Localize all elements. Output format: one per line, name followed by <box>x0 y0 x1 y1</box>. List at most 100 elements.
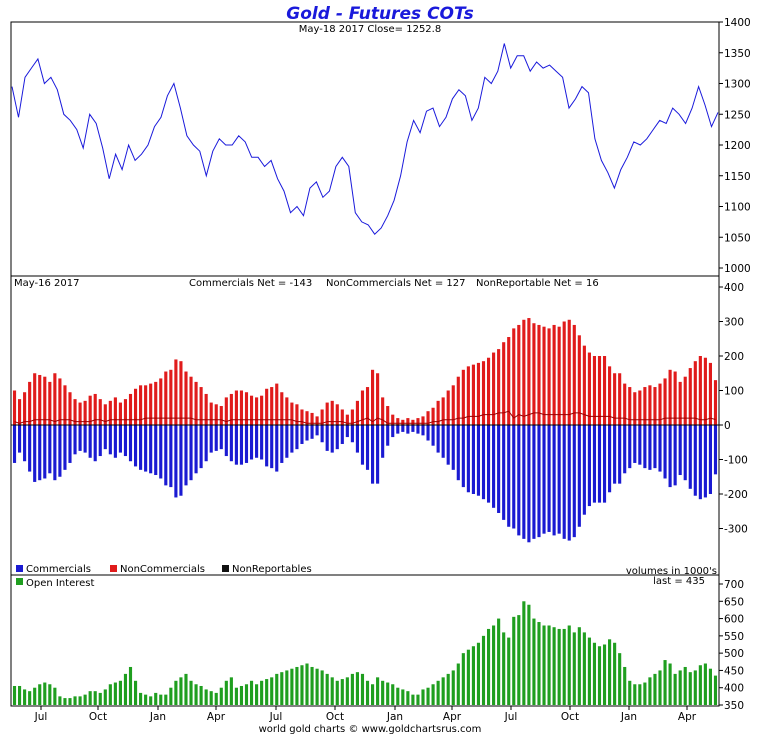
commercials-bar <box>376 425 380 484</box>
commercials-bar <box>12 425 17 463</box>
open-interest-bar <box>592 642 597 705</box>
open-interest-bar <box>360 673 365 705</box>
noncommercials-bar <box>396 418 400 425</box>
commercials-bar <box>426 425 430 441</box>
noncommercials-bar <box>128 393 133 425</box>
noncommercials-bar <box>623 383 627 425</box>
footer-credit: world gold charts © www.goldchartsrus.co… <box>259 724 482 735</box>
open-interest-bar <box>28 691 32 705</box>
open-interest-bar <box>335 680 339 705</box>
open-interest-bar <box>184 673 188 705</box>
noncommercials-bar <box>613 373 617 425</box>
open-interest-bar <box>305 663 309 705</box>
commercials-bar <box>502 425 506 520</box>
open-interest-bar <box>73 696 77 705</box>
noncommercials-bar <box>658 383 662 425</box>
commercials-bar <box>537 425 541 538</box>
open-interest-bar <box>597 646 602 705</box>
open-interest-bar <box>290 668 294 705</box>
open-interest-bar <box>547 625 551 705</box>
open-interest-bar <box>431 684 435 705</box>
y-tick-label: 500 <box>724 648 744 660</box>
noncommercials-bar <box>123 399 128 426</box>
noncommercials-bar <box>638 390 642 425</box>
commercials-bar <box>350 425 354 443</box>
noncommercials-bar <box>209 402 213 425</box>
commercials-bar <box>688 425 692 489</box>
open-interest-bar <box>497 618 501 705</box>
commercials-bar <box>63 425 67 470</box>
commercials-bar <box>406 425 410 434</box>
x-tick-label: Jan <box>149 711 166 723</box>
open-interest-bar <box>320 670 324 705</box>
commercials-bar <box>577 425 581 527</box>
commercials-bar <box>638 425 642 465</box>
noncommercials-bar <box>184 371 188 425</box>
commercials-bar <box>658 425 662 472</box>
open-interest-bar <box>78 696 82 705</box>
open-interest-bar <box>38 684 42 705</box>
commercials-bar <box>239 425 244 465</box>
commercials-bar <box>678 425 682 476</box>
commercials-bar <box>481 425 486 500</box>
open-interest-bar <box>623 666 627 705</box>
x-tick-label: Oct <box>561 711 579 723</box>
legend-nonreportables-label: NonReportables <box>232 564 312 575</box>
commercials-bar <box>360 425 365 465</box>
open-interest-bar <box>310 666 314 705</box>
commercials-bar <box>608 425 612 493</box>
commercials-bar <box>58 425 62 477</box>
commercials-bar <box>416 425 420 434</box>
noncommercials-bar <box>350 409 354 425</box>
open-interest-bar <box>139 692 143 705</box>
noncommercials-bar <box>713 380 718 425</box>
chart-title: Gold - Futures COTs <box>286 4 473 24</box>
commercials-bar <box>396 425 400 434</box>
open-interest-bar <box>169 687 173 705</box>
noncommercials-bar <box>53 373 57 425</box>
noncommercials-bar <box>663 378 667 425</box>
commercials-bar <box>325 425 329 451</box>
noncommercials-bar <box>592 356 597 425</box>
noncommercials-bar <box>441 397 445 425</box>
commercials-bar <box>108 425 112 455</box>
noncommercials-bar <box>451 385 455 425</box>
noncommercials-bar <box>219 406 223 425</box>
noncommercials-bar <box>194 381 198 426</box>
noncommercials-bar <box>88 395 92 425</box>
open-interest-bar <box>577 627 581 705</box>
noncommercials-bar <box>295 404 299 425</box>
cot-y-axis: -300 -200 -100 0 100 200 300 400 <box>719 282 748 536</box>
open-interest-bar <box>416 694 420 705</box>
open-interest-bar <box>23 689 27 705</box>
noncommercials-bar <box>401 419 405 425</box>
open-interest-bar <box>451 670 455 705</box>
noncommercials-bar <box>532 323 536 425</box>
commercials-bar <box>219 425 223 450</box>
commercials-bar <box>355 425 359 453</box>
noncommercials-bar <box>527 318 531 425</box>
noncommercials-bar <box>108 400 112 425</box>
commercials-bar <box>557 425 561 534</box>
open-interest-bar <box>557 628 561 705</box>
open-interest-bar <box>386 682 390 705</box>
commercials-bar <box>386 425 390 446</box>
legend-open-interest-swatch <box>16 578 23 585</box>
open-interest-bar <box>12 685 17 705</box>
noncommercials-bar <box>260 395 264 425</box>
commercials-bar <box>391 425 395 438</box>
y-tick-label: 200 <box>724 351 744 363</box>
open-interest-bar <box>340 679 344 705</box>
commercials-bar <box>224 425 228 457</box>
commercials-bar <box>270 425 274 469</box>
noncommercials-bar <box>300 409 304 425</box>
noncommercials-bar <box>290 402 294 425</box>
open-interest-bar <box>199 685 203 705</box>
open-interest-bar <box>350 673 354 705</box>
noncommercials-bar <box>648 385 652 425</box>
open-interest-bar <box>164 694 168 705</box>
noncommercials-bar <box>476 362 481 425</box>
noncommercials-bar <box>406 418 410 425</box>
open-interest-bar <box>683 666 687 705</box>
